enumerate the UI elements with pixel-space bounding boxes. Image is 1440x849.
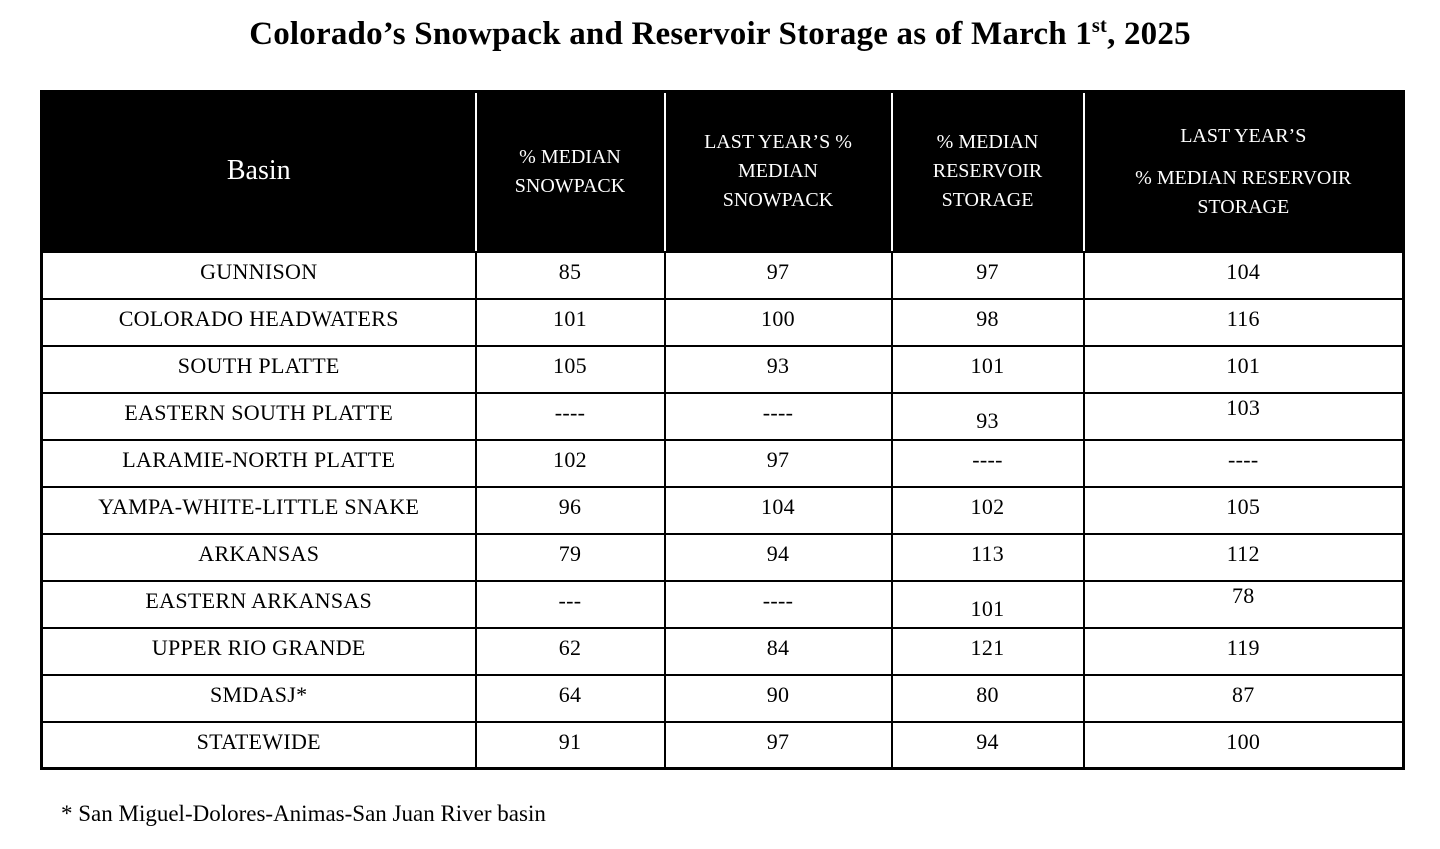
header-last-year-median-reservoir-storage: LAST YEAR’S % MEDIAN RESERVOIR STORAGE — [1083, 91, 1404, 253]
header-line: MEDIAN — [738, 160, 818, 183]
value-cell: 121 — [890, 626, 1085, 676]
value-cell: ---- — [663, 579, 893, 629]
value-cell: 102 — [890, 485, 1085, 535]
basin-name-cell: LARAMIE-NORTH PLATTE — [40, 438, 477, 488]
value-cell: 102 — [474, 438, 666, 488]
header-line: RESERVOIR — [932, 160, 1043, 183]
header-line: SNOWPACK — [514, 174, 626, 197]
header-line: SNOWPACK — [722, 189, 834, 212]
header-last-year-median-snowpack: LAST YEAR’S % MEDIAN SNOWPACK — [664, 91, 893, 253]
value-cell: 64 — [474, 673, 666, 723]
page-title: Colorado’s Snowpack and Reservoir Storag… — [39, 16, 1401, 53]
value-cell: 105 — [474, 344, 666, 394]
basin-name-cell: GUNNISON — [40, 250, 477, 300]
value-cell: 113 — [890, 532, 1085, 582]
value-cell: 101 — [474, 297, 666, 347]
header-basin: Basin — [41, 91, 477, 253]
header-line: STORAGE — [941, 189, 1034, 212]
value-cell: 104 — [663, 485, 893, 535]
value-cell: 80 — [890, 673, 1085, 723]
value-cell: 79 — [474, 532, 666, 582]
value-cell: 90 — [663, 673, 893, 723]
title-text: Colorado’s Snowpack and Reservoir Storag… — [249, 16, 1092, 52]
value-cell: ---- — [663, 391, 893, 441]
basin-name-cell: COLORADO HEADWATERS — [40, 297, 477, 347]
value-cell: 85 — [474, 250, 666, 300]
value-cell: 116 — [1082, 297, 1405, 347]
table-row: SOUTH PLATTE 105 93 101 101 — [40, 344, 1405, 394]
value-cell: 97 — [663, 250, 893, 300]
value-cell: 94 — [663, 532, 893, 582]
value-cell: 97 — [663, 438, 893, 488]
header-row: Basin % MEDIAN SNOWPACK LAST YEAR’S % MEDI… — [41, 91, 1404, 253]
value-cell: 101 — [1082, 344, 1405, 394]
value-cell: --- — [474, 579, 666, 629]
value-cell: 96 — [474, 485, 666, 535]
basin-name-cell: EASTERN ARKANSAS — [40, 579, 477, 629]
header-line: % MEDIAN — [519, 145, 621, 168]
table-row: SMDASJ* 64 90 80 87 — [40, 673, 1405, 723]
basin-name-cell: SOUTH PLATTE — [40, 344, 477, 394]
value-cell: 119 — [1082, 626, 1405, 676]
value-cell: 103 — [1082, 391, 1405, 441]
header-line: % MEDIAN — [936, 131, 1039, 154]
header-line: % MEDIAN RESERVOIR — [1135, 166, 1352, 189]
value-cell: 94 — [890, 720, 1085, 770]
value-cell: ---- — [1082, 438, 1405, 488]
basin-name-cell: SMDASJ* — [40, 673, 477, 723]
table-body: GUNNISON 85 97 97 104 COLORADO HEADWATERS 101 1… — [40, 250, 1405, 770]
value-cell: 97 — [663, 720, 893, 770]
snowpack-reservoir-table: Basin % MEDIAN SNOWPACK LAST YEAR’S % MEDI… — [40, 90, 1405, 770]
value-cell: 93 — [663, 344, 893, 394]
header-line: Basin — [226, 155, 291, 187]
table-header: Basin % MEDIAN SNOWPACK LAST YEAR’S % MEDI… — [41, 91, 1404, 253]
table-row: YAMPA-WHITE-LITTLE SNAKE 96 104 102 105 — [40, 485, 1405, 535]
table-row: EASTERN SOUTH PLATTE ---- ---- 93 103 — [40, 391, 1405, 441]
value-cell: ---- — [890, 438, 1085, 488]
value-cell: 105 — [1082, 485, 1405, 535]
footnote: * San Miguel-Dolores-Animas-San Juan Riv… — [61, 801, 546, 826]
value-cell: 97 — [890, 250, 1085, 300]
header-median-reservoir-storage: % MEDIAN RESERVOIR STORAGE — [891, 91, 1085, 253]
table-row: COLORADO HEADWATERS 101 100 98 116 — [40, 297, 1405, 347]
value-cell: ---- — [474, 391, 666, 441]
table-row: STATEWIDE 91 97 94 100 — [40, 720, 1405, 770]
value-cell: 87 — [1082, 673, 1405, 723]
value-cell: 91 — [474, 720, 666, 770]
value-cell: 101 — [890, 344, 1085, 394]
value-cell: 104 — [1082, 250, 1405, 300]
value-cell: 101 — [890, 579, 1085, 629]
basin-name-cell: STATEWIDE — [40, 720, 477, 770]
basin-name-cell: UPPER RIO GRANDE — [40, 626, 477, 676]
header-line: STORAGE — [1197, 195, 1290, 218]
basin-name-cell: EASTERN SOUTH PLATTE — [40, 391, 477, 441]
value-cell: 93 — [890, 391, 1085, 441]
value-cell: 100 — [1082, 720, 1405, 770]
value-cell: 62 — [474, 626, 666, 676]
header-line: LAST YEAR’S — [1180, 124, 1307, 147]
header-line: LAST YEAR’S % — [704, 131, 852, 154]
value-cell: 84 — [663, 626, 893, 676]
table-row: UPPER RIO GRANDE 62 84 121 119 — [40, 626, 1405, 676]
basin-name-cell: ARKANSAS — [40, 532, 477, 582]
table-row: EASTERN ARKANSAS --- ---- 101 78 — [40, 579, 1405, 629]
value-cell: 98 — [890, 297, 1085, 347]
table-row: GUNNISON 85 97 97 104 — [40, 250, 1405, 300]
header-median-snowpack: % MEDIAN SNOWPACK — [475, 91, 666, 253]
value-cell: 100 — [663, 297, 893, 347]
table-row: ARKANSAS 79 94 113 112 — [40, 532, 1405, 582]
title-superscript: st — [1091, 15, 1108, 37]
table-row: LARAMIE-NORTH PLATTE 102 97 ---- ---- — [40, 438, 1405, 488]
basin-name-cell: YAMPA-WHITE-LITTLE SNAKE — [40, 485, 477, 535]
value-cell: 112 — [1082, 532, 1405, 582]
value-cell: 78 — [1082, 579, 1405, 629]
title-suffix: , 2025 — [1107, 16, 1191, 52]
